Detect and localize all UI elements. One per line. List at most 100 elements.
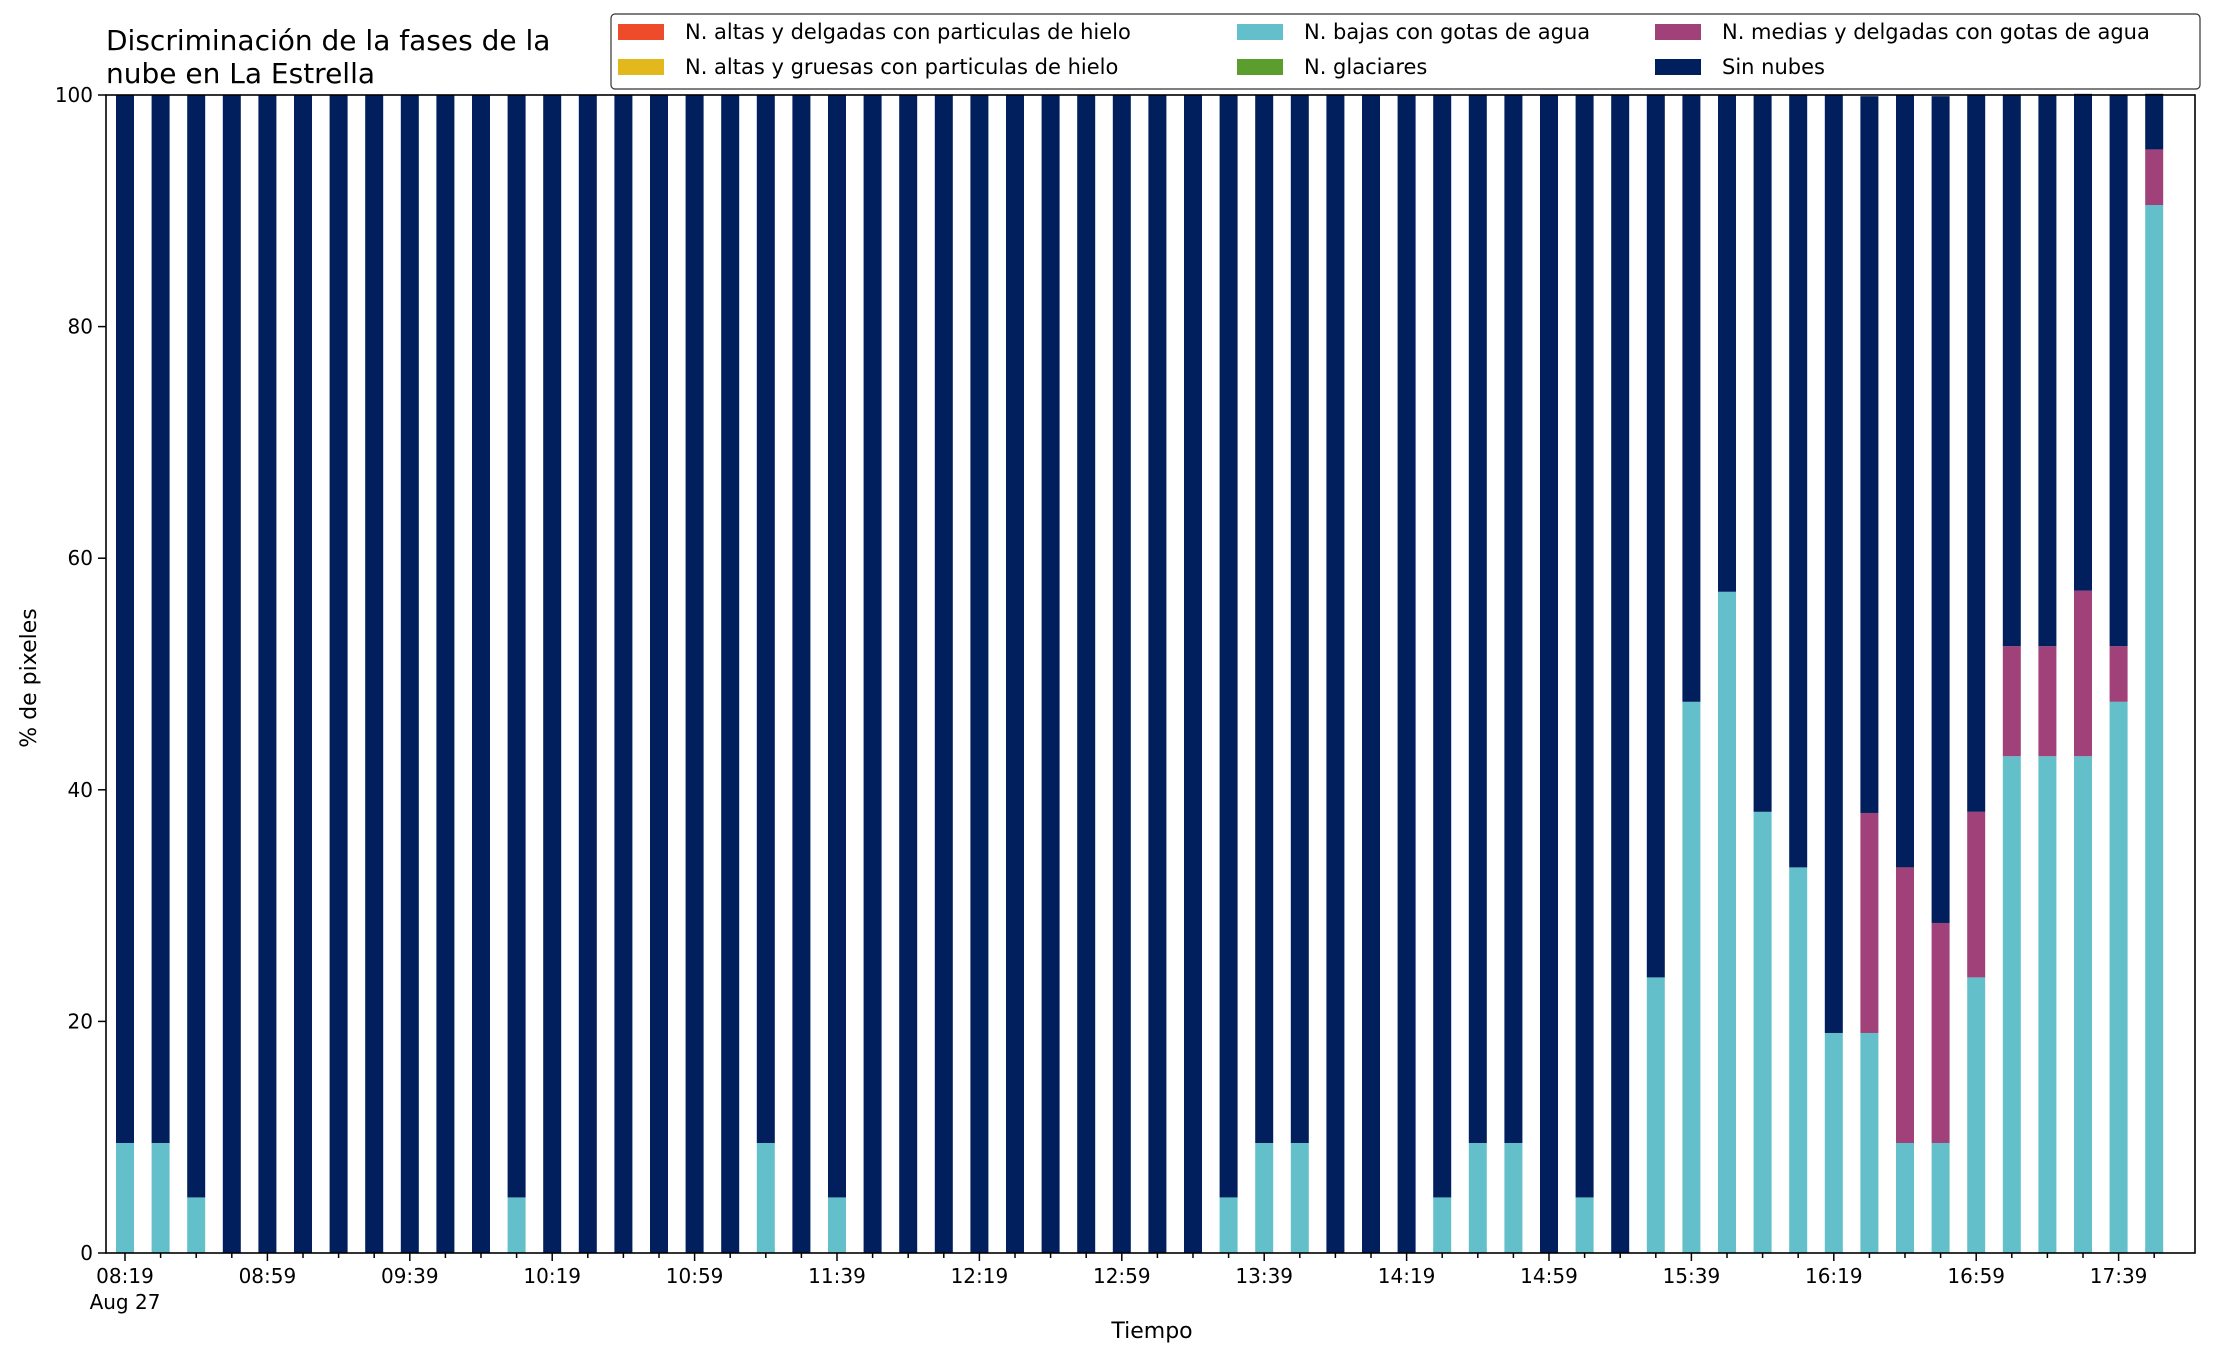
bar-segment — [151, 95, 170, 1143]
bar-segment — [2074, 93, 2092, 591]
x-tick-label: 10:19 — [523, 1264, 581, 1288]
bar-segment — [1468, 1142, 1487, 1253]
bar-segment — [187, 1197, 206, 1253]
y-axis-label: % de pixeles — [17, 608, 42, 747]
bar-segment — [329, 95, 348, 1253]
bar-segment — [2145, 149, 2164, 206]
bar-segment — [863, 95, 882, 1253]
bar-segment — [436, 95, 455, 1253]
bar-segment — [934, 95, 953, 1253]
bar-segment — [1824, 95, 1843, 1033]
x-tick-label: 15:39 — [1663, 1264, 1721, 1288]
legend-box — [610, 13, 2201, 90]
bar-segment — [294, 95, 312, 1253]
bar-segment — [365, 95, 384, 1253]
x-tick-date-label: Aug 27 — [90, 1290, 161, 1314]
bar-segment — [1575, 95, 1594, 1198]
bar-segment — [1290, 95, 1309, 1143]
bar-segment — [2145, 93, 2164, 150]
legend-label: Sin nubes — [1722, 55, 1825, 79]
bar-segment — [2038, 646, 2057, 757]
y-tick-label: 80 — [68, 315, 93, 339]
bar-segment — [2002, 756, 2021, 1253]
bar-segment — [1789, 867, 1808, 1253]
bar-segment — [1824, 1032, 1843, 1253]
bar-segment — [1255, 95, 1274, 1143]
bar-segment — [1540, 95, 1558, 1253]
bar-segment — [1860, 96, 1879, 813]
legend-swatch — [1655, 24, 1701, 40]
x-tick-label: 12:19 — [951, 1264, 1009, 1288]
bar-segment — [1967, 95, 1986, 812]
bar-segment — [116, 95, 134, 1143]
bar-segment — [1041, 95, 1060, 1253]
bar-segment — [1967, 977, 1986, 1253]
bar-segment — [1718, 95, 1736, 592]
x-tick-label: 12:59 — [1093, 1264, 1151, 1288]
bar-segment — [187, 95, 206, 1198]
bar-segment — [2109, 95, 2128, 647]
bar-segment — [2145, 205, 2164, 1253]
y-tick-label: 60 — [68, 546, 93, 570]
bar-segment — [1219, 95, 1238, 1198]
bar-segment — [970, 95, 989, 1253]
legend-label: N. bajas con gotas de agua — [1304, 20, 1590, 44]
bar-segment — [1646, 95, 1665, 978]
y-tick-label: 0 — [80, 1241, 93, 1265]
bar-segment — [1255, 1142, 1274, 1253]
bar-segment — [1112, 95, 1131, 1253]
bar-segment — [756, 1142, 775, 1253]
bar-segment — [2038, 756, 2057, 1253]
bar-segment — [258, 95, 277, 1253]
bar-segment — [2002, 646, 2021, 757]
bar-segment — [1896, 1142, 1914, 1253]
legend-label: N. medias y delgadas con gotas de agua — [1722, 20, 2150, 44]
bar-segment — [1789, 95, 1808, 868]
x-tick-label: 11:39 — [808, 1264, 866, 1288]
x-tick-label: 13:39 — [1235, 1264, 1293, 1288]
bar-segment — [507, 1197, 526, 1253]
bar-segment — [1504, 1142, 1523, 1253]
legend-label: N. altas y delgadas con particulas de hi… — [685, 20, 1131, 44]
x-tick-label: 10:59 — [666, 1264, 724, 1288]
bar-segment — [1433, 1197, 1452, 1253]
bar-segment — [2109, 701, 2128, 1253]
bar-segment — [1753, 811, 1772, 1253]
bar-segment — [2109, 646, 2128, 702]
bar-segment — [2002, 95, 2021, 647]
bar-segment — [685, 95, 704, 1253]
bar-segment — [1896, 867, 1914, 1143]
bar-segment — [472, 95, 490, 1253]
plot-frame — [105, 94, 2196, 1254]
x-axis-label: Tiempo — [1110, 1319, 1192, 1344]
bar-segment — [1860, 812, 1879, 1033]
bar-segment — [1362, 95, 1380, 1253]
x-tick-label: 08:59 — [239, 1264, 297, 1288]
bar-segment — [1931, 96, 1950, 923]
bar-segment — [792, 95, 811, 1253]
bar-segment — [507, 95, 526, 1198]
bar-segment — [1718, 591, 1736, 1253]
bar-segment — [222, 95, 241, 1253]
bar-segment — [1646, 977, 1665, 1253]
legend-swatch — [1237, 59, 1283, 75]
x-tick-label: 14:59 — [1520, 1264, 1578, 1288]
bar-segment — [614, 95, 633, 1253]
chart-title-line-1: Discriminación de la fases de la — [106, 24, 550, 57]
legend-swatch — [1237, 24, 1283, 40]
y-tick-label: 40 — [68, 778, 93, 802]
x-tick-label: 16:59 — [1947, 1264, 2005, 1288]
x-tick-label: 09:39 — [381, 1264, 439, 1288]
bar-segment — [2038, 95, 2057, 647]
legend: N. altas y delgadas con particulas de hi… — [610, 13, 2201, 90]
y-tick-label: 100 — [55, 83, 93, 107]
chart-title-line-2: nube en La Estrella — [106, 57, 375, 90]
legend-label: N. altas y gruesas con particulas de hie… — [685, 55, 1118, 79]
bar-segment — [1219, 1197, 1238, 1253]
y-tick-label: 20 — [68, 1009, 93, 1033]
legend-swatch — [618, 24, 664, 40]
legend-label: N. glaciares — [1304, 55, 1427, 79]
x-tick-label: 14:19 — [1378, 1264, 1436, 1288]
